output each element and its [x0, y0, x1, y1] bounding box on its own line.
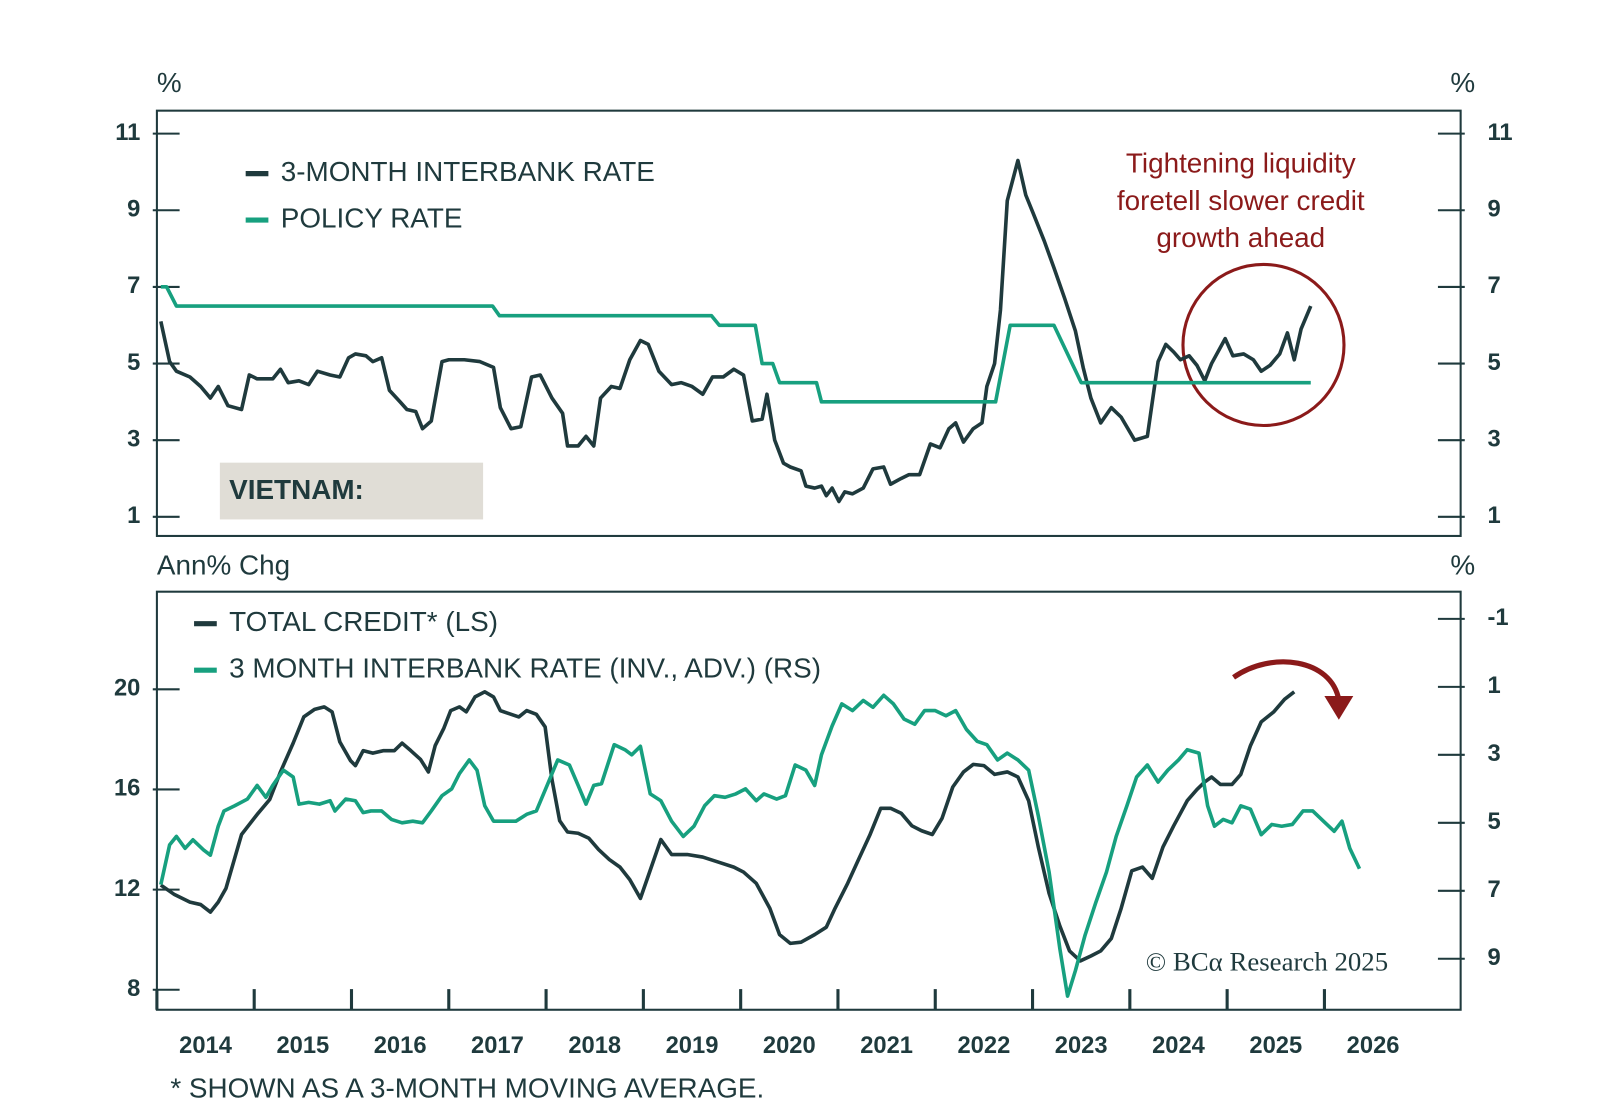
trend-arrow — [1232, 659, 1342, 701]
y-tick-label-right: 5 — [1487, 350, 1500, 376]
x-tick-label: 2023 — [1055, 1033, 1108, 1059]
y2-tick-label: 3 — [1487, 741, 1500, 767]
series-line — [159, 158, 1313, 504]
x-tick-label: 2025 — [1249, 1033, 1302, 1059]
highlight-circle — [1181, 262, 1346, 428]
plot-frame — [155, 109, 1462, 537]
y-tick-label: 11 — [115, 120, 140, 146]
x-tick-label: 2020 — [763, 1033, 816, 1059]
x-tick-label: 2021 — [860, 1033, 913, 1059]
annotation: foretell slower credit — [1117, 185, 1365, 216]
y2-tick-label: 9 — [1487, 945, 1500, 971]
footnote: * SHOWN AS A 3-MONTH MOVING AVERAGE. — [170, 1073, 764, 1104]
y-tick-label: 12 — [114, 876, 140, 902]
legend-label: 3 MONTH INTERBANK RATE (INV., ADV.) (RS) — [229, 653, 821, 684]
y-tick-label-right: 3 — [1487, 426, 1500, 452]
y2-tick-label: 5 — [1487, 809, 1500, 835]
y-tick-label-right: 7 — [1487, 273, 1500, 299]
y-tick-label: 1 — [127, 503, 140, 529]
x-tick-label: 2018 — [568, 1033, 621, 1059]
annotation: Tightening liquidity — [1126, 148, 1356, 179]
x-tick-label: 2024 — [1152, 1033, 1206, 1059]
trend-arrow-head — [1324, 695, 1354, 720]
y-tick-label-right: 11 — [1487, 120, 1512, 146]
panel-label-box — [219, 462, 484, 520]
series-line — [160, 285, 1311, 404]
y-tick-label: 5 — [127, 350, 140, 376]
y2-tick-label: 1 — [1487, 673, 1500, 699]
y-tick-label: 9 — [127, 197, 140, 223]
y-tick-label: 3 — [127, 426, 140, 452]
y2-axis-label: % — [1450, 67, 1475, 98]
y-tick-label: 16 — [114, 776, 140, 802]
legend-label: 3-MONTH INTERBANK RATE — [281, 156, 655, 187]
y2-tick-label: -1 — [1487, 605, 1508, 631]
y-tick-label: 7 — [127, 273, 140, 299]
series-line — [159, 690, 1296, 963]
y-tick-label: 20 — [114, 676, 140, 702]
annotation: growth ahead — [1156, 222, 1325, 253]
y-tick-label-right: 9 — [1487, 197, 1500, 223]
x-tick-label: 2015 — [276, 1033, 329, 1059]
y-axis-label: % — [157, 67, 182, 98]
x-tick-label: 2019 — [666, 1033, 719, 1059]
y2-tick-label: 7 — [1487, 877, 1500, 903]
x-tick-label: 2016 — [374, 1033, 427, 1059]
y-tick-label: 8 — [127, 976, 140, 1002]
series-line — [159, 693, 1362, 998]
panel-label: VIETNAM: — [229, 474, 364, 505]
x-tick-label: 2014 — [179, 1033, 233, 1059]
y2-axis-label: % — [1450, 549, 1475, 580]
plot-frame — [155, 590, 1462, 1011]
legend-label: TOTAL CREDIT* (LS) — [229, 606, 498, 637]
y-axis-label: Ann% Chg — [157, 549, 290, 580]
x-tick-label: 2017 — [471, 1033, 524, 1059]
legend-label: POLICY RATE — [281, 202, 463, 233]
x-tick-label: 2022 — [957, 1033, 1010, 1059]
source: © BCα Research 2025 — [1146, 946, 1388, 976]
y-tick-label-right: 1 — [1487, 503, 1500, 529]
x-tick-label: 2026 — [1347, 1033, 1400, 1059]
